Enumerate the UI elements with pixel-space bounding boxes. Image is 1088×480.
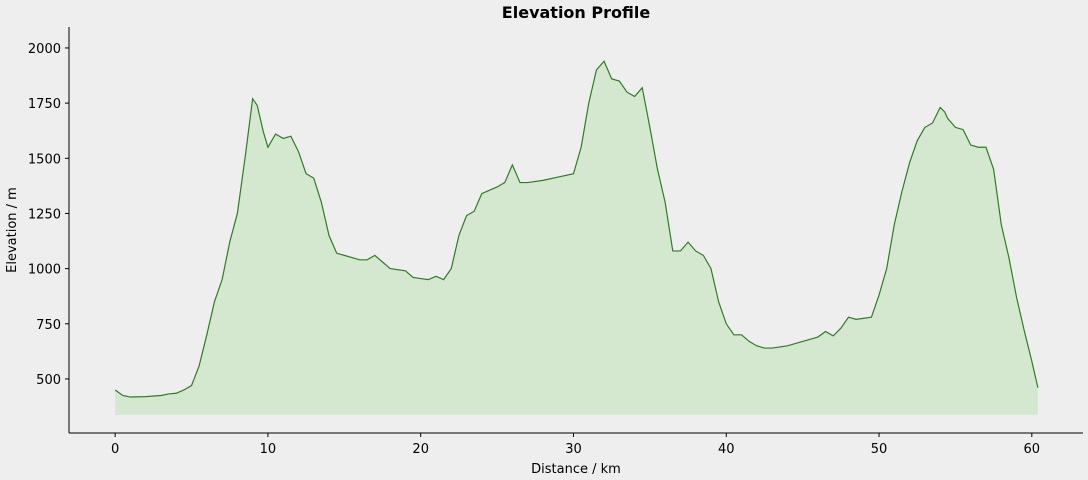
x-tick-label: 50 xyxy=(871,442,888,457)
chart-title: Elevation Profile xyxy=(502,3,651,22)
x-tick-label: 0 xyxy=(111,442,119,457)
y-tick-label: 500 xyxy=(36,373,61,388)
y-tick-label: 1500 xyxy=(28,152,61,167)
y-axis-label: Elevation / m xyxy=(5,187,20,273)
x-axis-label: Distance / km xyxy=(531,462,621,477)
x-tick-label: 20 xyxy=(412,442,429,457)
y-tick-label: 1750 xyxy=(28,97,61,112)
y-tick-label: 2000 xyxy=(28,42,61,57)
x-tick-label: 10 xyxy=(260,442,277,457)
y-tick-label: 750 xyxy=(36,318,61,333)
x-tick-label: 30 xyxy=(565,442,582,457)
area-fill xyxy=(115,61,1038,415)
y-tick-label: 1000 xyxy=(28,263,61,278)
y-tick-label: 1250 xyxy=(28,207,61,222)
elevation-line xyxy=(114,60,1039,398)
x-tick-label: 40 xyxy=(718,442,735,457)
x-tick-label: 60 xyxy=(1024,442,1041,457)
